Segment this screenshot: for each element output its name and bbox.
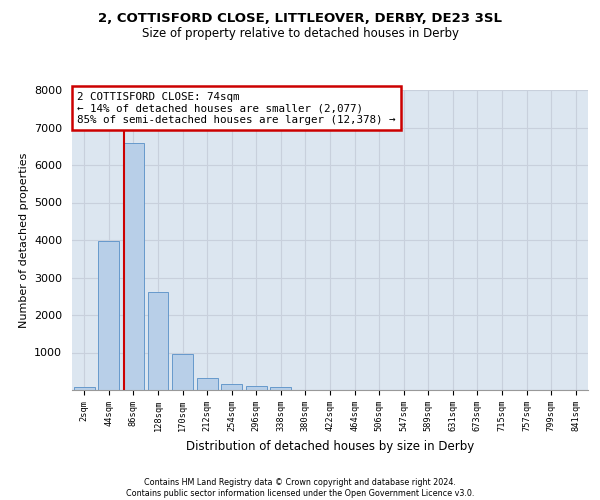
Text: Contains HM Land Registry data © Crown copyright and database right 2024.
Contai: Contains HM Land Registry data © Crown c… [126,478,474,498]
Bar [221,384,242,390]
Bar [197,378,218,390]
Text: 2, COTTISFORD CLOSE, LITTLEOVER, DERBY, DE23 3SL: 2, COTTISFORD CLOSE, LITTLEOVER, DERBY, … [98,12,502,26]
Bar [74,388,95,390]
Bar [271,387,292,390]
Text: 2 COTTISFORD CLOSE: 74sqm
← 14% of detached houses are smaller (2,077)
85% of se: 2 COTTISFORD CLOSE: 74sqm ← 14% of detac… [77,92,395,124]
Text: Size of property relative to detached houses in Derby: Size of property relative to detached ho… [142,28,458,40]
Bar [246,386,267,390]
X-axis label: Distribution of detached houses by size in Derby: Distribution of detached houses by size … [186,440,474,452]
Bar [148,292,169,390]
Bar [98,241,119,390]
Bar [123,142,144,390]
Bar [172,354,193,390]
Y-axis label: Number of detached properties: Number of detached properties [19,152,29,328]
